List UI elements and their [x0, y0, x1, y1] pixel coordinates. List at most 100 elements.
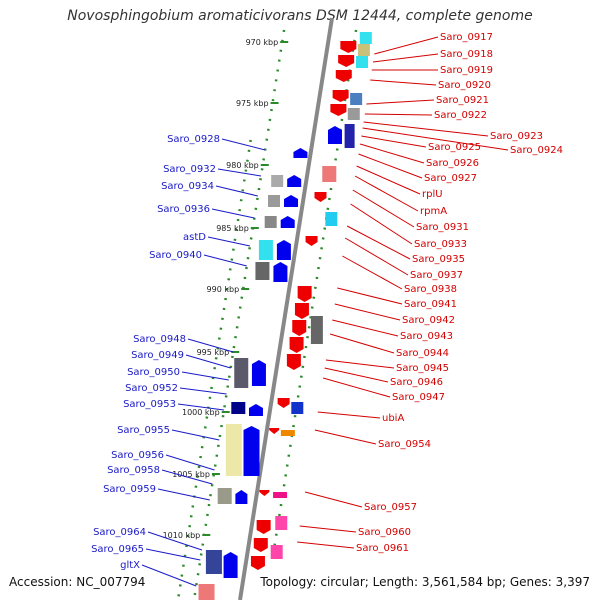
gene-label-saro_0936: Saro_0936: [157, 204, 210, 215]
gene-label-saro_0920: Saro_0920: [438, 80, 491, 91]
kbp-tick-label: 985 kbp: [216, 224, 249, 233]
gene-block: [258, 240, 273, 260]
gene-block: [322, 166, 337, 182]
gene-label-saro_0941: Saro_0941: [404, 299, 457, 310]
gene-label-saro_0923: Saro_0923: [490, 131, 543, 142]
gene-label-ubia: ubiA: [382, 413, 404, 424]
gene-label-saro_0933: Saro_0933: [414, 239, 467, 250]
label-leader: [221, 138, 266, 151]
label-leader: [361, 135, 427, 148]
gene-block: [270, 545, 283, 559]
reverse-gene: [273, 262, 288, 282]
gene-block: [350, 93, 363, 105]
label-leader: [314, 429, 377, 445]
forward-gene: [259, 490, 270, 496]
label-leader: [317, 411, 381, 419]
label-leaders: [141, 36, 509, 587]
label-leader: [346, 225, 411, 260]
forward-gene: [289, 337, 304, 353]
forward-gene: [330, 104, 347, 116]
gene-label-saro_0946: Saro_0946: [390, 377, 443, 388]
gene-block: [264, 216, 277, 228]
reverse-gene: [276, 240, 291, 260]
gene-label-saro_0950: Saro_0950: [127, 367, 180, 378]
label-leader: [334, 303, 401, 321]
gene-block: [280, 430, 295, 436]
gene-label-gltx: gltX: [120, 560, 140, 571]
label-leader: [141, 564, 197, 587]
forward-gene: [277, 398, 290, 408]
forward-gene: [256, 520, 271, 534]
dotted-guide-0: [192, 29, 286, 600]
topology-text: Topology: circular; Length: 3,561,584 bp…: [260, 575, 590, 589]
label-leader: [358, 153, 423, 179]
forward-gene: [292, 320, 307, 336]
gene-label-saro_0964: Saro_0964: [93, 527, 146, 538]
gene-label-saro_0958: Saro_0958: [107, 465, 160, 476]
label-leader: [362, 127, 509, 151]
reverse-gene: [235, 490, 248, 504]
label-leader: [145, 548, 201, 561]
forward-gene: [340, 41, 357, 53]
gene-label-saro_0957: Saro_0957: [364, 502, 417, 513]
gene-label-saro_0943: Saro_0943: [400, 331, 453, 342]
forward-gene: [314, 192, 327, 202]
reverse-gene: [280, 216, 295, 228]
label-leader: [177, 403, 225, 411]
gene-labels: Saro_0917 Saro_0918 Saro_0919 Saro_0920 Saro…: [91, 32, 563, 571]
forward-gene: [335, 70, 352, 82]
gene-block: [357, 44, 370, 56]
label-leader: [304, 491, 363, 508]
accession-text: Accession: NC_007794: [9, 575, 146, 589]
forward-gene: [294, 303, 309, 319]
label-leader: [211, 208, 255, 219]
gene-block: [344, 124, 355, 148]
gene-label-saro_0924: Saro_0924: [510, 145, 563, 156]
gene-label-saro_0927: Saro_0927: [424, 173, 477, 184]
label-leader: [372, 53, 439, 63]
gene-label-saro_0955: Saro_0955: [117, 425, 170, 436]
label-leader: [147, 531, 203, 551]
label-leader: [370, 79, 437, 86]
gene-label-saro_0928: Saro_0928: [167, 134, 220, 145]
forward-gene: [297, 286, 312, 302]
gene-block: [355, 56, 368, 68]
gene-label-saro_0942: Saro_0942: [402, 315, 455, 326]
gene-label-saro_0948: Saro_0948: [133, 334, 186, 345]
gene-label-saro_0954: Saro_0954: [378, 439, 431, 450]
gene-label-saro_0947: Saro_0947: [392, 392, 445, 403]
gene-block: [359, 32, 372, 44]
kbp-ticks: 970 kbp 975 kbp 980 kbp 985 kbp 990 kbp 995 k…: [163, 38, 289, 540]
gene-label-saro_0926: Saro_0926: [426, 158, 479, 169]
label-leader: [217, 168, 262, 177]
label-leader: [363, 121, 489, 137]
reverse-gene: [293, 148, 308, 158]
reverse-gene: [327, 126, 342, 144]
forward-gene: [269, 428, 280, 434]
forward-gene: [286, 354, 301, 370]
gene-label-rplu: rplU: [422, 189, 443, 200]
gene-label-astd: astD: [183, 232, 206, 243]
gene-label-saro_0934: Saro_0934: [161, 181, 214, 192]
label-leader: [342, 255, 403, 290]
gene-block: [275, 516, 288, 530]
gene-block: [234, 358, 249, 388]
gene-label-saro_0917: Saro_0917: [440, 32, 493, 43]
gene-label-saro_0919: Saro_0919: [440, 65, 493, 76]
gene-block: [271, 175, 284, 187]
gene-label-saro_0918: Saro_0918: [440, 49, 493, 60]
forward-gene: [338, 55, 355, 67]
label-leader: [359, 143, 425, 164]
kbp-tick-label: 1005 kbp: [172, 470, 210, 479]
label-leader: [350, 203, 413, 245]
gene-block: [347, 108, 360, 120]
gene-block: [231, 402, 246, 414]
gene-features: [198, 32, 372, 600]
gene-block: [198, 584, 215, 600]
label-leader: [354, 175, 419, 212]
gene-block: [255, 262, 270, 280]
reverse-gene: [287, 175, 302, 187]
label-leader: [344, 237, 409, 276]
gene-label-saro_0931: Saro_0931: [416, 222, 469, 233]
